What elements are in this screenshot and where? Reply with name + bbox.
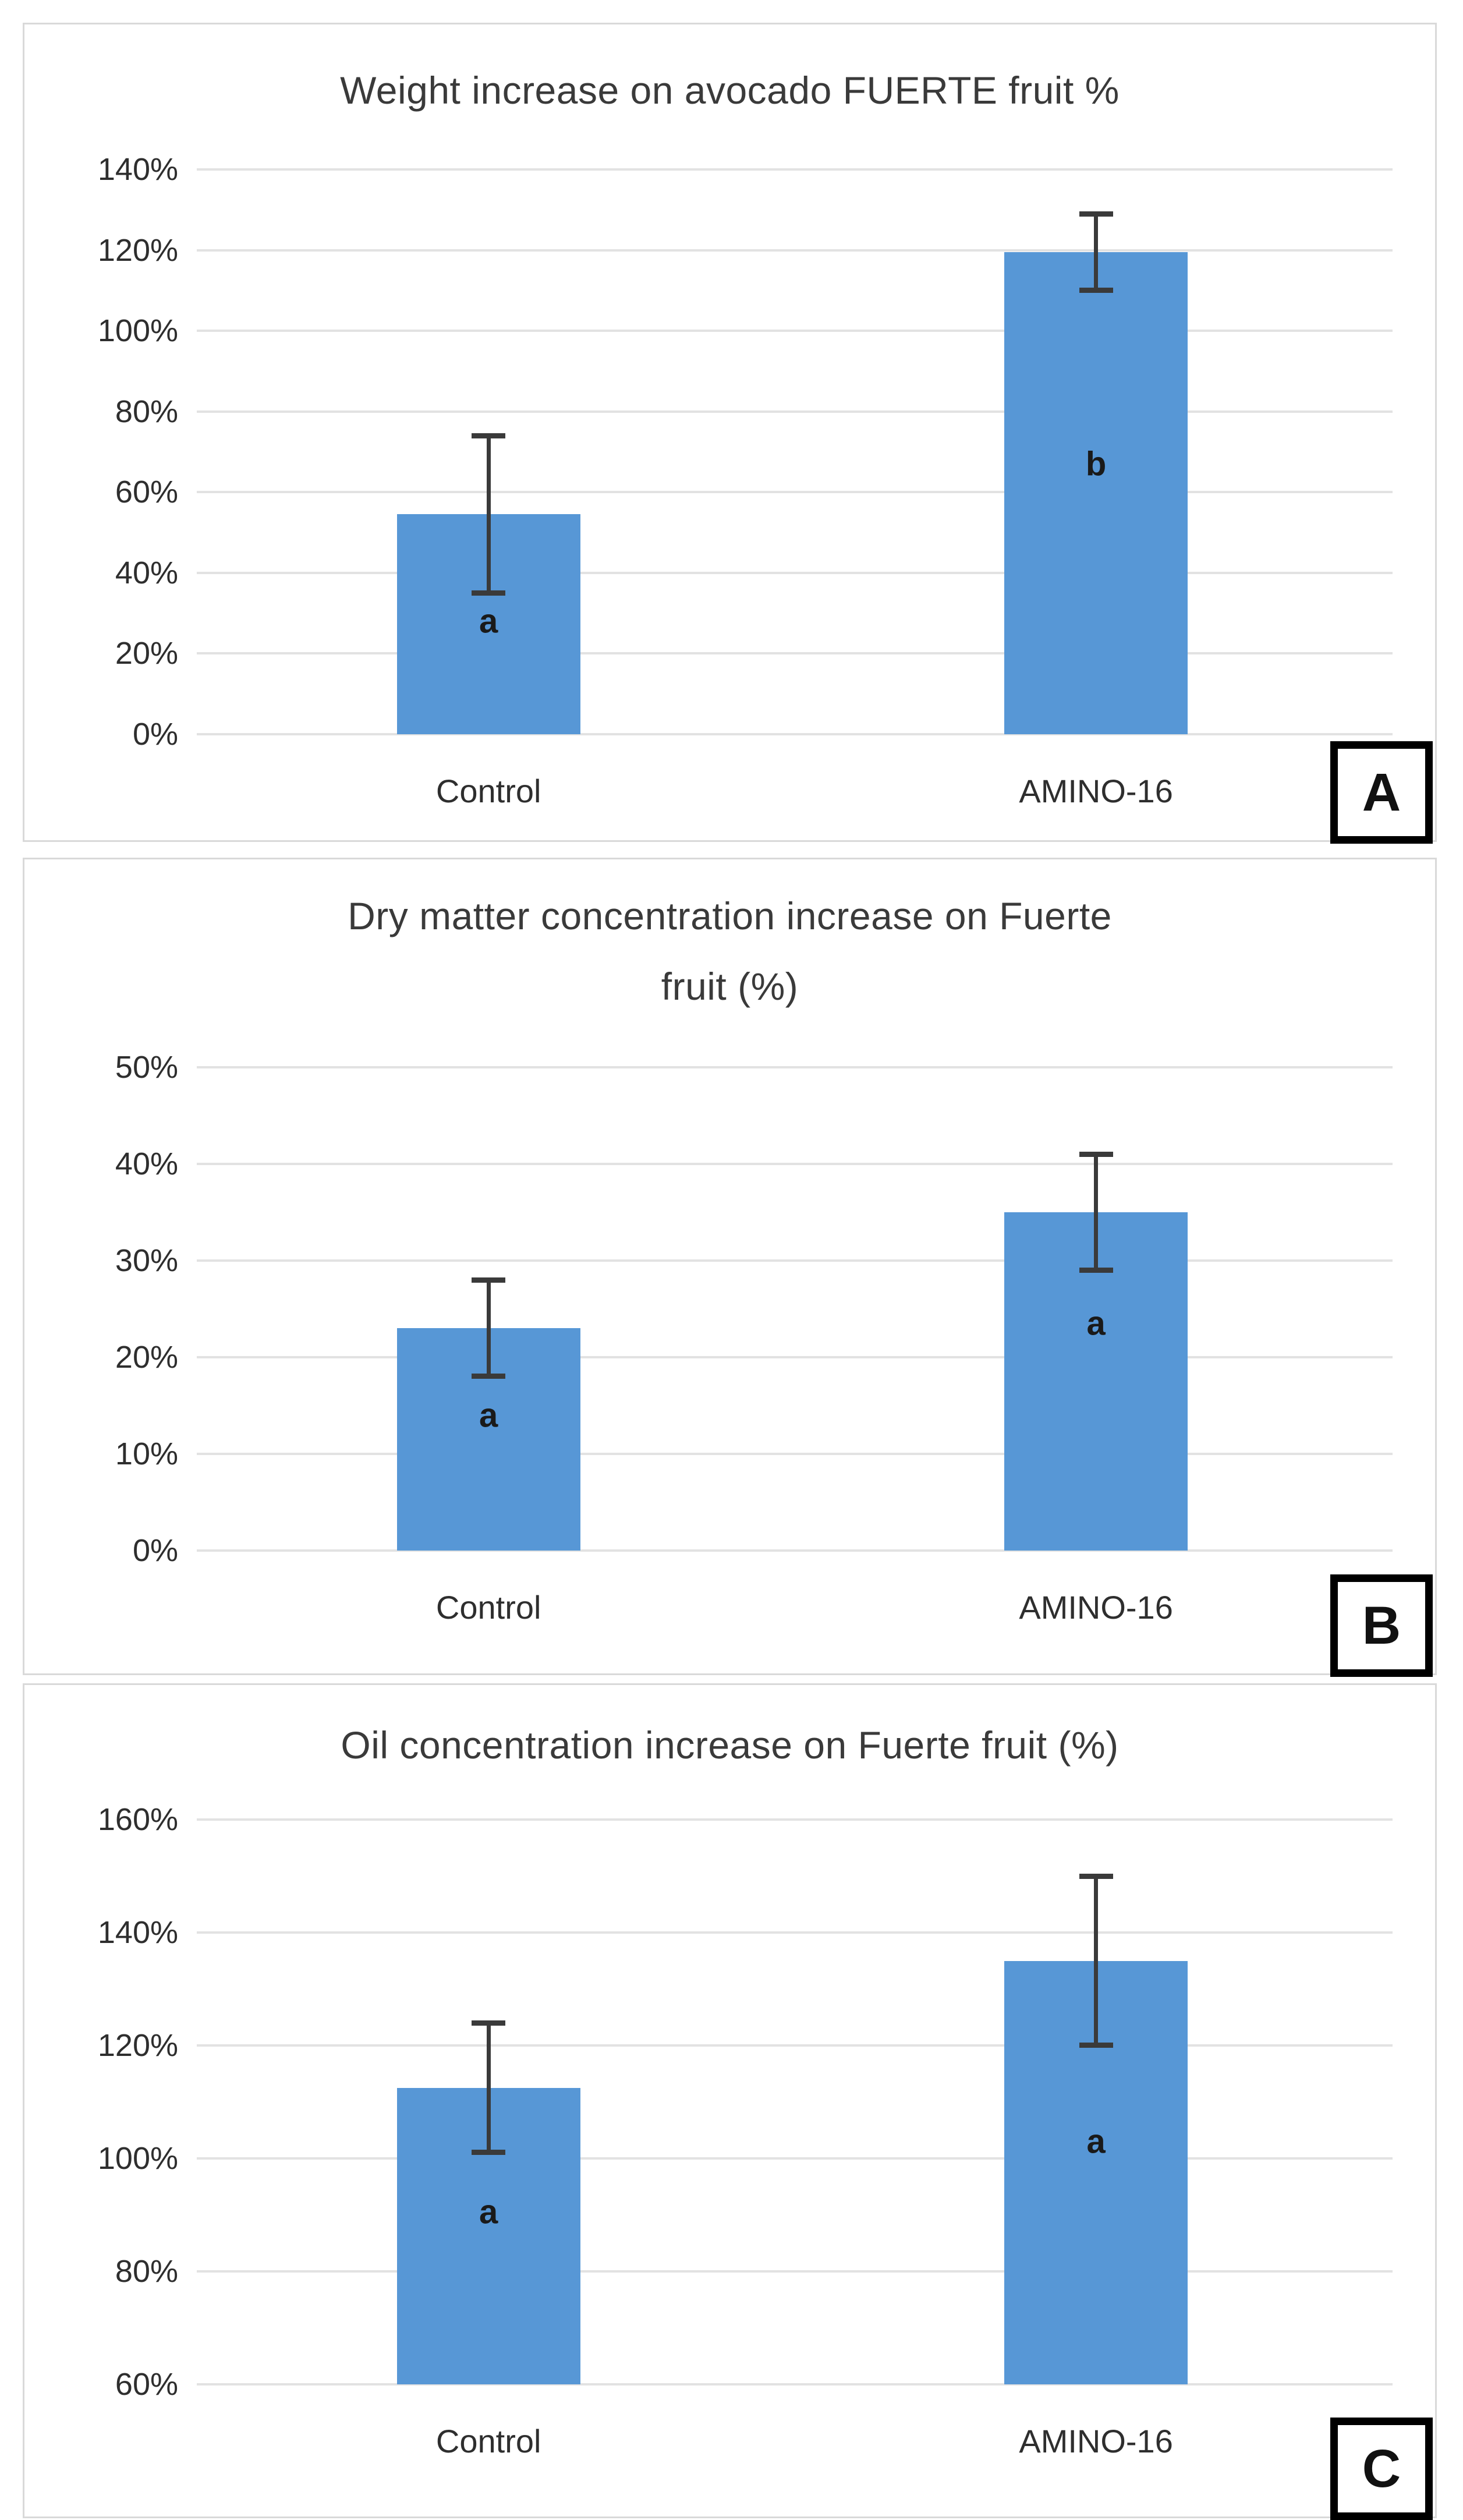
gridline bbox=[197, 1818, 1393, 1821]
y-tick-label: 40% bbox=[115, 1146, 178, 1181]
panel-letter-badge: A bbox=[1330, 741, 1433, 844]
y-tick-label: 60% bbox=[115, 475, 178, 510]
category-label-amino16: AMINO-16 bbox=[1019, 1589, 1173, 1626]
gridline bbox=[197, 2157, 1393, 2160]
error-bar-cap-top bbox=[1079, 1874, 1113, 1879]
y-tick-label: 60% bbox=[115, 2367, 178, 2402]
gridline bbox=[197, 571, 1393, 574]
chart-title: Weight increase on avocado FUERTE fruit … bbox=[24, 68, 1435, 114]
chart-title-line: Dry matter concentration increase on Fue… bbox=[348, 894, 1112, 937]
gridline bbox=[197, 1259, 1393, 1262]
error-bar-cap-bottom bbox=[472, 2150, 506, 2156]
panel-letter: A bbox=[1362, 762, 1401, 822]
chart-title-line: fruit (%) bbox=[661, 965, 799, 1008]
gridline bbox=[197, 491, 1393, 494]
y-tick-label: 80% bbox=[115, 394, 178, 429]
y-tick-label: 0% bbox=[132, 717, 178, 752]
y-tick-label: 20% bbox=[115, 1340, 178, 1375]
bar-amino-16 bbox=[1004, 252, 1188, 734]
y-tick-label: 120% bbox=[97, 2028, 178, 2063]
x-axis-labels: Control AMINO-16 bbox=[197, 772, 1393, 819]
panel-letter: C bbox=[1362, 2438, 1401, 2498]
error-bar-cap-top bbox=[472, 1277, 506, 1283]
x-axis-labels: Control AMINO-16 bbox=[197, 2422, 1393, 2469]
error-bar bbox=[486, 436, 491, 593]
y-tick-label: 120% bbox=[97, 232, 178, 268]
chart-panel-a: Weight increase on avocado FUERTE fruit … bbox=[23, 23, 1437, 844]
y-tick-label: 100% bbox=[97, 2141, 178, 2176]
error-bar-cap-bottom bbox=[472, 1374, 506, 1379]
y-tick-label: 30% bbox=[115, 1243, 178, 1278]
gridline bbox=[197, 1931, 1393, 1934]
error-bar-cap-top bbox=[1079, 211, 1113, 217]
y-tick-label: 20% bbox=[115, 636, 178, 671]
error-bar-cap-top bbox=[472, 433, 506, 439]
plot-area: 50% 40% 30% 20% 10% 0% a a bbox=[115, 1052, 1393, 1566]
gridline bbox=[197, 652, 1393, 655]
y-tick-label: 0% bbox=[132, 1533, 178, 1568]
gridline bbox=[197, 1163, 1393, 1165]
chart-title: Dry matter concentration increase on Fue… bbox=[24, 893, 1435, 1010]
error-bar bbox=[1094, 1154, 1099, 1270]
category-label-amino16: AMINO-16 bbox=[1019, 773, 1173, 809]
gridline bbox=[197, 1453, 1393, 1455]
error-bar bbox=[486, 1280, 491, 1377]
y-tick-label: 10% bbox=[115, 1436, 178, 1471]
gridline bbox=[197, 1066, 1393, 1068]
error-bar-cap-top bbox=[1079, 1152, 1113, 1158]
x-axis-labels: Control AMINO-16 bbox=[197, 1588, 1393, 1635]
gridline bbox=[197, 249, 1393, 252]
y-tick-label: 140% bbox=[97, 152, 178, 187]
chart-title-line: Oil concentration increase on Fuerte fru… bbox=[341, 1723, 1119, 1767]
error-bar-cap-bottom bbox=[1079, 2043, 1113, 2048]
chart-title-line: Weight increase on avocado FUERTE fruit … bbox=[340, 69, 1120, 112]
category-label-control: Control bbox=[435, 773, 541, 809]
y-tick-label: 160% bbox=[97, 1802, 178, 1837]
gridline bbox=[197, 168, 1393, 171]
y-tick-label: 100% bbox=[97, 313, 178, 349]
significance-letter: a bbox=[479, 1396, 498, 1435]
chart-panel-b: Dry matter concentration increase on Fue… bbox=[23, 858, 1437, 1677]
gridline bbox=[197, 1356, 1393, 1358]
chart-panel-c: Oil concentration increase on Fuerte fru… bbox=[23, 1683, 1437, 2520]
gridline bbox=[197, 2270, 1393, 2273]
y-tick-label: 50% bbox=[115, 1050, 178, 1085]
error-bar bbox=[486, 2023, 491, 2153]
panel-letter-badge: B bbox=[1330, 1574, 1433, 1677]
gridline bbox=[197, 733, 1393, 735]
plot-area: 160% 140% 120% 100% 80% 60% a a bbox=[98, 1804, 1393, 2400]
gridline bbox=[197, 330, 1393, 332]
panel-letter-badge: C bbox=[1330, 2418, 1433, 2520]
y-tick-label: 140% bbox=[97, 1915, 178, 1950]
chart-title: Oil concentration increase on Fuerte fru… bbox=[24, 1722, 1435, 1768]
significance-letter: b bbox=[1085, 445, 1107, 483]
category-label-amino16: AMINO-16 bbox=[1019, 2423, 1173, 2459]
error-bar bbox=[1094, 1876, 1099, 2045]
plot-area: 140% 120% 100% 80% 60% 40% 20% 0% a b bbox=[98, 154, 1393, 750]
error-bar-cap-top bbox=[472, 2020, 506, 2026]
significance-letter: a bbox=[479, 2193, 498, 2231]
error-bar-cap-bottom bbox=[472, 590, 506, 596]
gridline bbox=[197, 410, 1393, 413]
category-label-control: Control bbox=[435, 2423, 541, 2459]
significance-letter: a bbox=[479, 602, 498, 640]
gridline bbox=[197, 2383, 1393, 2385]
y-tick-label: 80% bbox=[115, 2254, 178, 2289]
category-label-control: Control bbox=[435, 1589, 541, 1626]
panel-letter: B bbox=[1362, 1595, 1401, 1655]
error-bar bbox=[1094, 214, 1099, 291]
gridline bbox=[197, 1549, 1393, 1552]
significance-letter: a bbox=[1086, 2122, 1106, 2161]
significance-letter: a bbox=[1086, 1304, 1106, 1343]
gridline bbox=[197, 2044, 1393, 2047]
error-bar-cap-bottom bbox=[1079, 287, 1113, 293]
y-tick-label: 40% bbox=[115, 555, 178, 590]
error-bar-cap-bottom bbox=[1079, 1267, 1113, 1273]
